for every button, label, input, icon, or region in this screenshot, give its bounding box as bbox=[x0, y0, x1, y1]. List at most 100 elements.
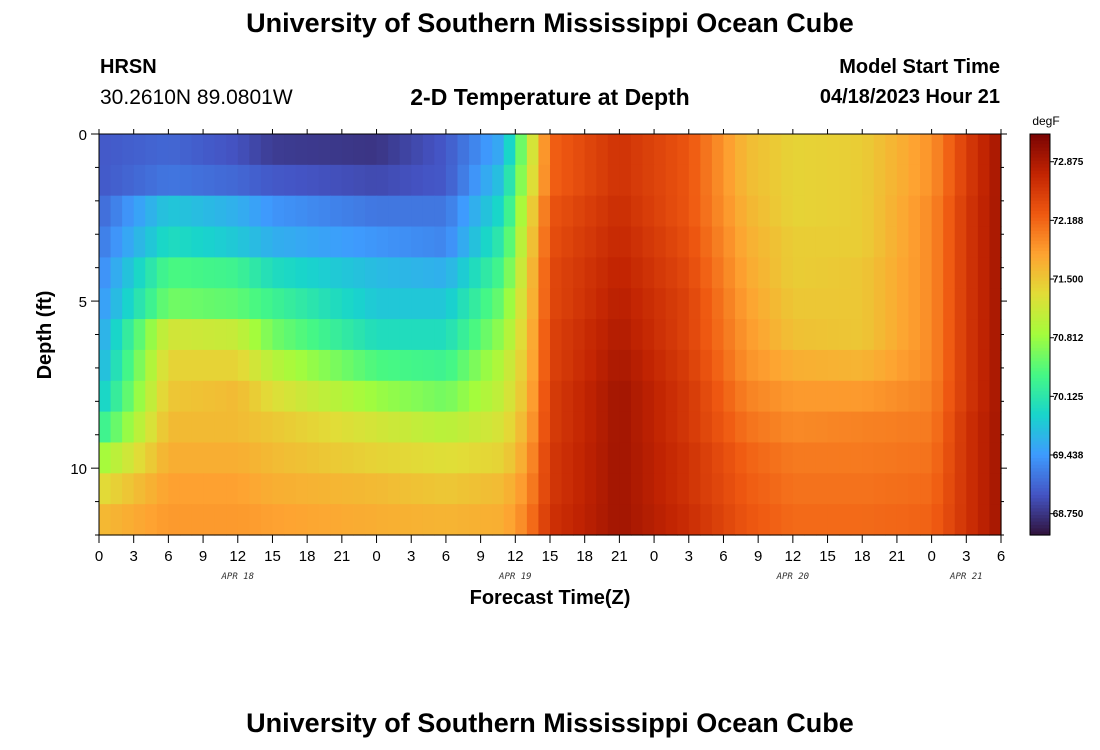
heatmap-cell bbox=[480, 319, 493, 351]
colorbar-segment bbox=[1030, 401, 1050, 406]
heatmap-cell bbox=[156, 504, 169, 536]
heatmap-cell bbox=[665, 319, 678, 351]
heatmap-cell bbox=[885, 380, 898, 413]
heatmap-cell bbox=[526, 319, 540, 351]
heatmap-cell bbox=[272, 164, 285, 197]
heatmap-cell bbox=[480, 349, 493, 382]
heatmap-cell bbox=[920, 380, 933, 413]
heatmap-cell bbox=[711, 257, 725, 289]
heatmap-cell bbox=[584, 257, 597, 289]
heatmap-cell bbox=[122, 257, 135, 289]
heatmap-cell bbox=[688, 164, 701, 197]
heatmap-cell bbox=[700, 411, 713, 444]
heatmap-cell bbox=[619, 288, 632, 320]
heatmap-cell bbox=[804, 195, 817, 228]
heatmap-cell bbox=[145, 473, 158, 505]
heatmap-cell bbox=[168, 319, 181, 351]
heatmap-cell bbox=[284, 288, 297, 320]
heatmap-cell bbox=[110, 411, 123, 444]
heatmap-cell bbox=[977, 226, 991, 258]
heatmap-cell bbox=[214, 134, 227, 166]
heatmap-cell bbox=[839, 411, 852, 444]
heatmap-cell bbox=[145, 442, 158, 474]
heatmap-cell bbox=[769, 380, 782, 413]
heatmap-cell bbox=[469, 504, 482, 536]
heatmap-cell bbox=[110, 473, 123, 505]
heatmap-cell bbox=[723, 380, 736, 413]
heatmap-cell bbox=[295, 195, 308, 228]
heatmap-cell bbox=[908, 288, 921, 320]
heatmap-cell bbox=[364, 349, 378, 382]
colorbar-segment bbox=[1030, 281, 1050, 285]
heatmap-cell bbox=[399, 288, 412, 320]
heatmap-cell bbox=[480, 195, 493, 228]
heatmap-cell bbox=[191, 195, 204, 228]
heatmap-cell bbox=[318, 442, 331, 474]
heatmap-cell bbox=[515, 349, 528, 382]
heatmap-cell bbox=[133, 319, 146, 351]
heatmap-cell bbox=[619, 504, 632, 536]
heatmap-cell bbox=[492, 380, 505, 413]
heatmap-cell bbox=[677, 226, 690, 258]
colorbar-segment bbox=[1030, 464, 1050, 469]
heatmap-cell bbox=[908, 473, 921, 505]
heatmap-cell bbox=[284, 226, 297, 258]
colorbar-segment bbox=[1030, 468, 1050, 473]
heatmap-cell bbox=[237, 226, 250, 258]
heatmap-cell bbox=[434, 380, 447, 413]
heatmap-cell bbox=[515, 288, 528, 320]
heatmap-cell bbox=[260, 349, 274, 382]
heatmap-cell bbox=[133, 473, 146, 505]
heatmap-cell bbox=[399, 195, 412, 228]
heatmap-cell bbox=[839, 349, 852, 382]
heatmap-cell bbox=[318, 380, 331, 413]
heatmap-cell bbox=[445, 288, 459, 320]
x-tick-label: 12 bbox=[507, 548, 524, 565]
heatmap-cell bbox=[573, 195, 586, 228]
heatmap-cell bbox=[156, 473, 169, 505]
heatmap-cell bbox=[226, 349, 239, 382]
heatmap-cell bbox=[122, 319, 135, 351]
heatmap-cell bbox=[850, 288, 863, 320]
heatmap-cell bbox=[480, 442, 493, 474]
colorbar-segment bbox=[1030, 264, 1050, 269]
heatmap-cell bbox=[422, 195, 435, 228]
heatmap-cell bbox=[503, 442, 516, 474]
heatmap-cell bbox=[723, 442, 736, 474]
heatmap-cell bbox=[503, 195, 516, 228]
heatmap-cell bbox=[422, 257, 435, 289]
heatmap-cell bbox=[110, 380, 123, 413]
heatmap-cell bbox=[920, 504, 933, 536]
heatmap-cell bbox=[850, 134, 863, 166]
heatmap-cell bbox=[873, 226, 886, 258]
heatmap-cell bbox=[168, 226, 181, 258]
heatmap-cell bbox=[260, 226, 274, 258]
heatmap-cell bbox=[596, 442, 609, 474]
colorbar-segment bbox=[1030, 391, 1050, 396]
colorbar-segment bbox=[1030, 518, 1050, 523]
colorbar-segment bbox=[1030, 240, 1050, 245]
heatmap-cell bbox=[179, 195, 193, 228]
heatmap-cell bbox=[411, 164, 424, 197]
heatmap-cell bbox=[249, 319, 262, 351]
colorbar-segment bbox=[1030, 214, 1050, 219]
heatmap-cell bbox=[804, 319, 817, 351]
heatmap-cell bbox=[330, 504, 343, 536]
heatmap-cell bbox=[665, 257, 678, 289]
heatmap-cell bbox=[758, 319, 771, 351]
heatmap-cell bbox=[457, 288, 470, 320]
heatmap-cell bbox=[237, 288, 250, 320]
heatmap-cell bbox=[168, 442, 181, 474]
colorbar-segment bbox=[1030, 444, 1050, 449]
heatmap-cell bbox=[156, 257, 169, 289]
colorbar-segment bbox=[1030, 311, 1050, 316]
heatmap-cell bbox=[642, 226, 655, 258]
colorbar-segment bbox=[1030, 287, 1050, 292]
heatmap-cell bbox=[399, 380, 412, 413]
heatmap-cell bbox=[145, 257, 158, 289]
heatmap-cell bbox=[677, 195, 690, 228]
heatmap-cell bbox=[376, 411, 389, 444]
heatmap-cell bbox=[792, 195, 806, 228]
colorbar-segment bbox=[1030, 184, 1050, 189]
heatmap-cell bbox=[920, 442, 933, 474]
